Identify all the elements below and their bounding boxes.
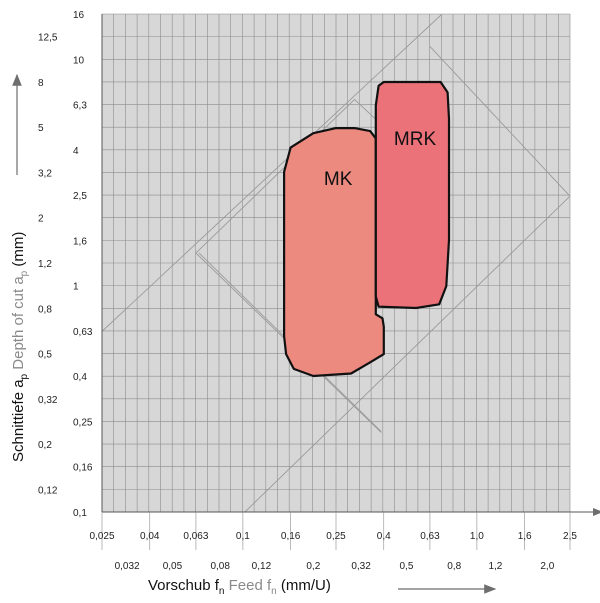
x-tick-label: 0,12 — [252, 561, 272, 572]
x-tick-label: 0,16 — [281, 531, 301, 542]
y-tick-label: 6,3 — [73, 101, 87, 112]
y-tick-label: 1 — [73, 282, 79, 293]
x-tick-label: 1,2 — [488, 561, 502, 572]
y-tick-label: 3,2 — [38, 168, 52, 179]
y-tick-label: 4 — [73, 146, 79, 157]
y-tick-label: 1,6 — [73, 236, 87, 247]
region-mrk — [374, 80, 451, 310]
y-tick-label: 2 — [38, 214, 44, 225]
x-tick-label: 0,032 — [115, 561, 140, 572]
y-tick-label: 5 — [38, 123, 44, 134]
x-tick-label: 0,25 — [326, 531, 346, 542]
region-label-mk: MK — [324, 169, 353, 190]
x-tick-label: 0,1 — [236, 531, 250, 542]
x-tick-label: 2,0 — [540, 561, 554, 572]
x-tick-label: 0,04 — [140, 531, 160, 542]
x-tick-label: 0,8 — [447, 561, 461, 572]
y-tick-label: 0,1 — [73, 508, 87, 519]
y-tick-label: 16 — [73, 10, 85, 21]
y-tick-label: 0,4 — [73, 372, 87, 383]
y-tick-label: 8 — [38, 78, 44, 89]
diagonal-line — [195, 99, 355, 254]
y-tick-label: 12,5 — [38, 33, 58, 44]
y-tick-label: 0,5 — [38, 350, 52, 361]
region-mk — [283, 127, 385, 378]
y-tick-label: 0,25 — [73, 417, 93, 428]
x-tick-label: 1,0 — [470, 531, 484, 542]
x-tick-label: 0,025 — [89, 531, 114, 542]
x-tick-label: 0,4 — [377, 531, 391, 542]
x-tick-label: 0,2 — [306, 561, 320, 572]
x-tick-label: 0,08 — [210, 561, 230, 572]
y-tick-label: 10 — [73, 55, 85, 66]
y-axis-title: Schnittiefe ap Depth of cut ap (mm) — [10, 232, 30, 462]
x-tick-label: 1,6 — [518, 531, 532, 542]
region-label-mrk: MRK — [394, 129, 437, 150]
diagonal-line — [429, 46, 570, 197]
x-tick-label: 0,63 — [420, 531, 440, 542]
x-tick-label: 0,063 — [183, 531, 208, 542]
x-tick-label: 0,32 — [351, 561, 371, 572]
y-tick-label: 0,32 — [38, 395, 58, 406]
x-tick-label: 0,5 — [399, 561, 413, 572]
x-tick-label: 0,05 — [163, 561, 183, 572]
axes — [101, 14, 600, 516]
diagonal-line — [244, 195, 570, 512]
diagonal-line — [102, 14, 443, 332]
y-tick-label: 0,63 — [73, 327, 93, 338]
tick-labels: 0,025 0,04 0,063 0,1 0,16 0,25 0,4 0,63 1,0 1,6 2,… — [38, 10, 577, 572]
y-tick-label: 0,8 — [38, 304, 52, 315]
y-tick-label: 2,5 — [73, 191, 87, 202]
y-tick-label: 0,2 — [38, 440, 52, 451]
diagonal-lines — [102, 14, 570, 512]
y-tick-label: 1,2 — [38, 259, 52, 270]
y-tick-label: 0,16 — [73, 463, 93, 474]
x-axis-title: Vorschub fn Feed fn (mm/U) — [148, 577, 331, 597]
x-tick-label: 2,5 — [563, 531, 577, 542]
y-tick-label: 0,12 — [38, 485, 58, 496]
regions: MK MRK — [283, 80, 451, 378]
